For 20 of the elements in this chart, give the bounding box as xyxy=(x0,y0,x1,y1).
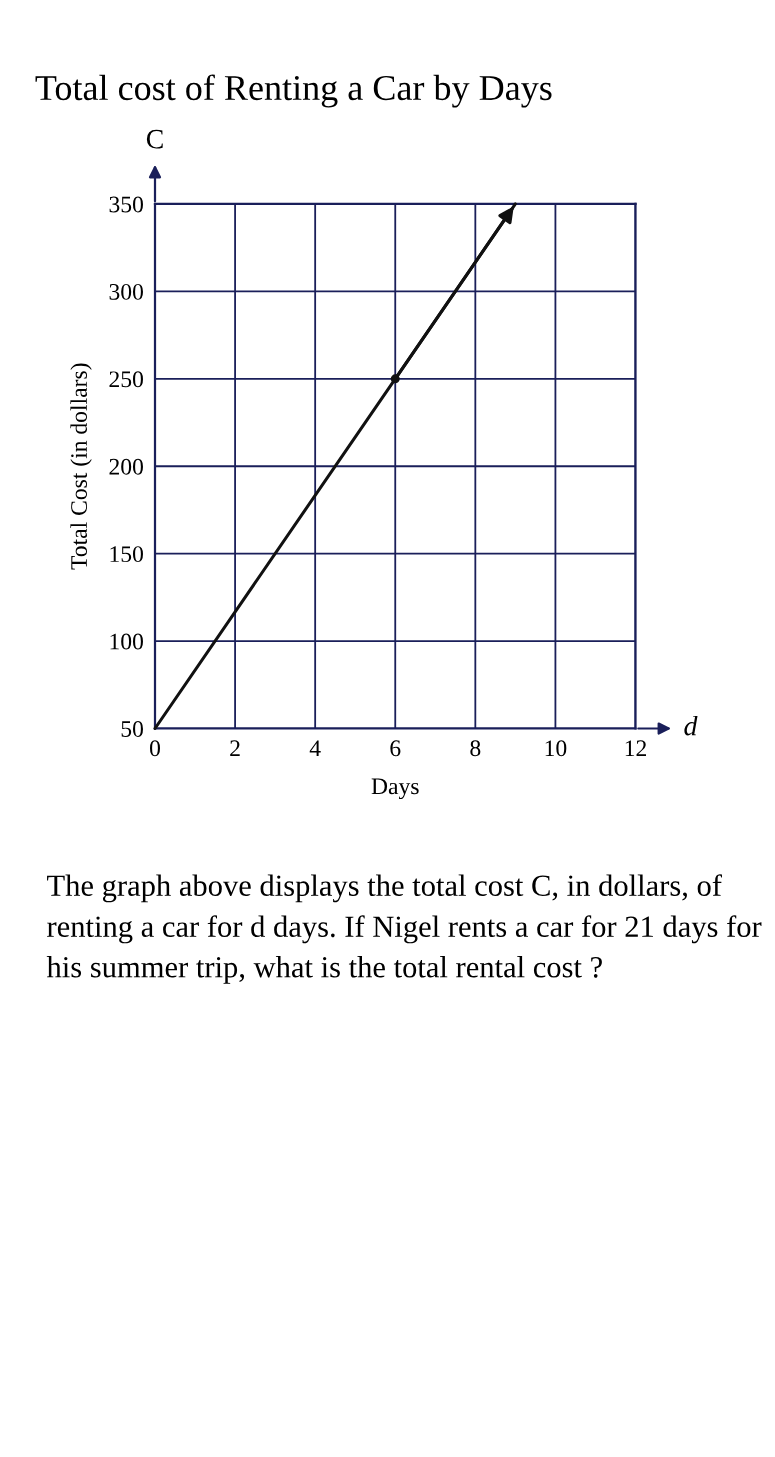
x-tick-label: 4 xyxy=(309,740,321,756)
y-tick-label: 200 xyxy=(109,458,143,475)
y-axis-title: Total Cost (in dollars) xyxy=(70,363,92,570)
text: C xyxy=(146,129,163,149)
text: The graph above displays the total cost C, in dollars, of renting a car for d days. If Nigel rents a car for 21 days for his summer trip, what is the total rental cost ? xyxy=(46,874,762,984)
x-tick-label: 2 xyxy=(230,740,240,756)
x-axis-title: Days xyxy=(371,778,419,800)
chart-title: Total cost of Renting a Car by Days xyxy=(35,74,552,108)
y-tick-label: 350 xyxy=(109,196,143,213)
x-tick-label: 8 xyxy=(470,740,481,757)
y-tick-label: 300 xyxy=(109,283,143,300)
y-tick-label: 50 xyxy=(121,720,143,737)
text: d xyxy=(684,715,698,736)
y-tick-label: 100 xyxy=(110,633,143,650)
x-tick-label: 12 xyxy=(625,740,646,756)
x-tick-label: 0 xyxy=(150,740,160,757)
x-tick-label: 10 xyxy=(545,740,567,757)
x-tick-label: 6 xyxy=(390,740,401,757)
y-tick-label: 150 xyxy=(110,546,143,563)
y-tick-label: 250 xyxy=(109,371,143,388)
